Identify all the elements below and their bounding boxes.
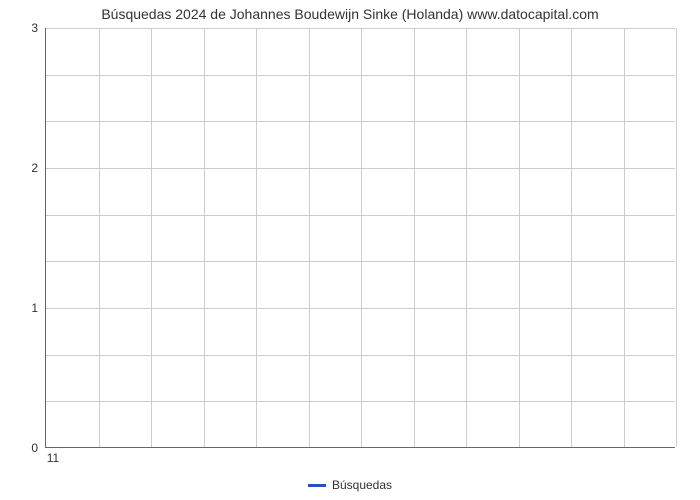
gridline-vertical — [571, 28, 572, 447]
y-tick-label: 0 — [8, 441, 38, 455]
gridline-vertical — [309, 28, 310, 447]
plot-area — [45, 28, 675, 448]
x-tick-label: 11 — [47, 451, 59, 465]
legend-label: Búsquedas — [332, 478, 392, 492]
gridline-vertical — [256, 28, 257, 447]
gridline-vertical — [204, 28, 205, 447]
gridline-vertical — [361, 28, 362, 447]
y-tick-label: 2 — [8, 161, 38, 175]
y-tick-label: 1 — [8, 301, 38, 315]
legend: Búsquedas — [0, 478, 700, 492]
chart-title: Búsquedas 2024 de Johannes Boudewijn Sin… — [0, 6, 700, 22]
chart-container: Búsquedas 2024 de Johannes Boudewijn Sin… — [0, 0, 700, 500]
legend-swatch — [308, 484, 326, 487]
gridline-vertical — [414, 28, 415, 447]
gridline-vertical — [676, 28, 677, 447]
gridline-vertical — [466, 28, 467, 447]
gridline-vertical — [99, 28, 100, 447]
gridline-vertical — [519, 28, 520, 447]
gridline-vertical — [624, 28, 625, 447]
gridline-vertical — [151, 28, 152, 447]
y-tick-label: 3 — [8, 21, 38, 35]
